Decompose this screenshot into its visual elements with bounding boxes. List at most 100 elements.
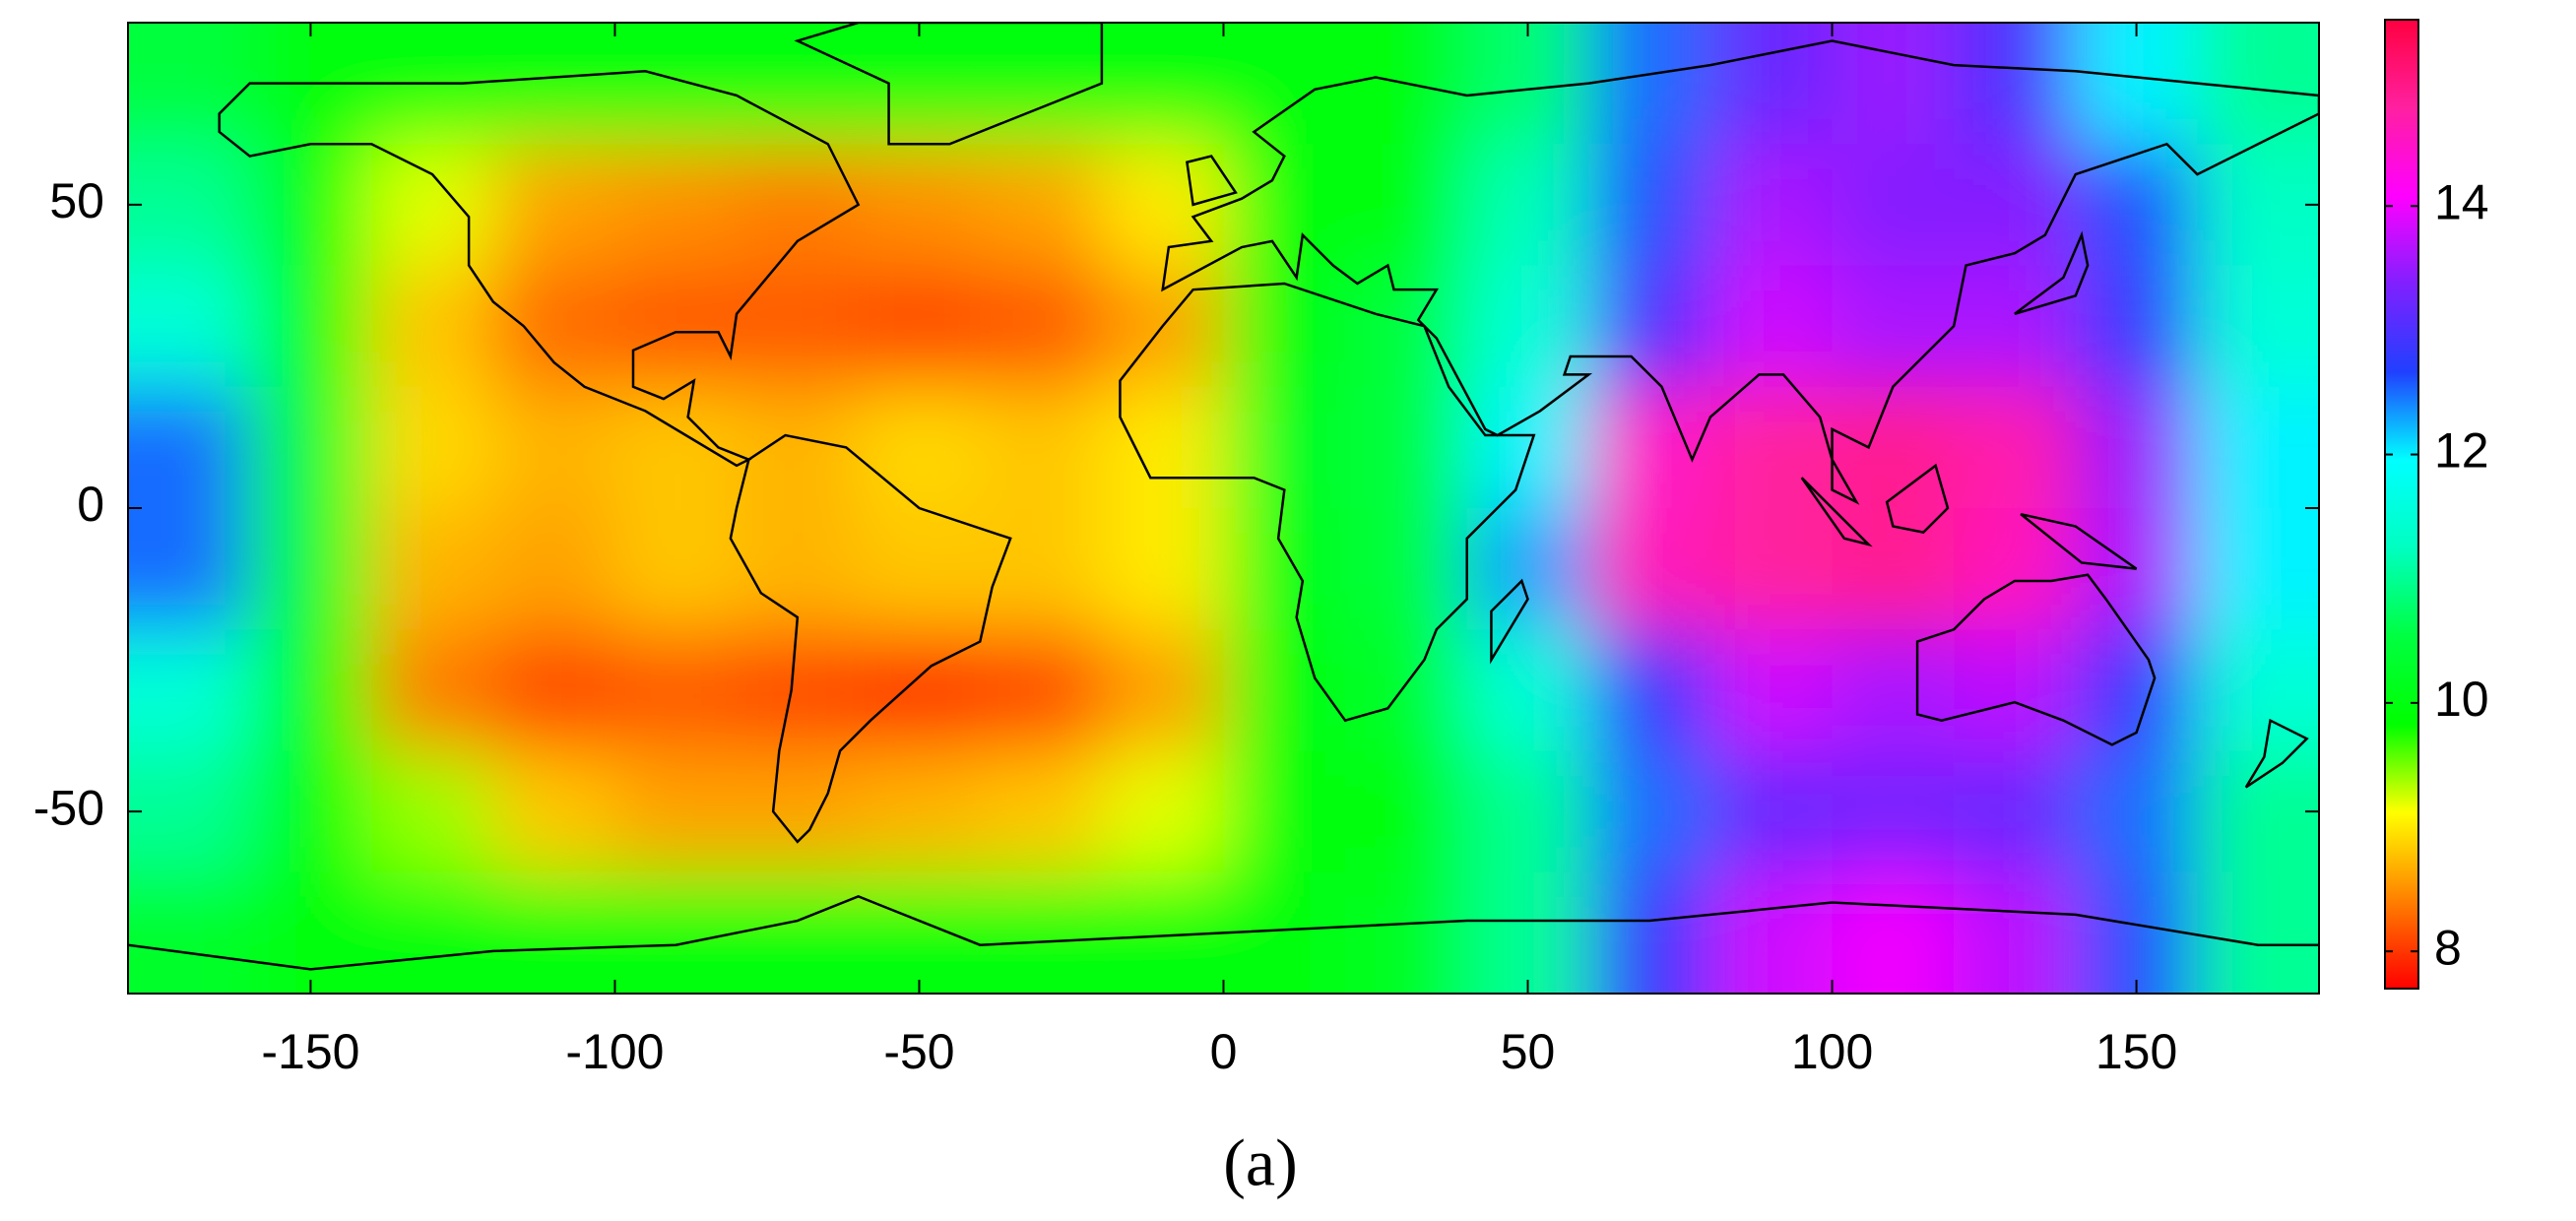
heat-cell [980,750,1103,873]
heat-cell [371,508,494,631]
heat-cell [371,386,494,509]
heat-cell [1101,144,1225,267]
coastline [220,71,859,466]
heat-cell [1466,144,1590,267]
heat-cell [858,871,982,994]
heat-cell [249,265,373,388]
heat-cell [1588,750,1711,873]
heat-cell [128,23,251,146]
heat-cell [249,750,373,873]
heat-cell [1345,629,1468,752]
coastline [1163,40,2319,501]
heat-cell [128,144,251,267]
x-tick-label: 100 [1791,1024,1873,1079]
heat-cell [128,750,251,873]
heat-cell [858,23,982,146]
heat-cell [737,265,860,388]
heat-cell [249,629,373,752]
heat-cell [858,265,982,388]
heat-cell [1832,144,1956,267]
heat-cell [1223,23,1347,146]
heat-cell [492,386,616,509]
heat-cell [1101,629,1225,752]
heat-cell [614,144,739,267]
heat-cell [1588,265,1711,388]
heat-cell [858,750,982,873]
heat-cell [614,265,739,388]
heat-cell [371,750,494,873]
heat-cell [1832,750,1956,873]
coastline [1917,575,2155,745]
heat-cell [1588,144,1711,267]
heat-cell [1223,871,1347,994]
plot-area [128,23,2319,994]
heat-cell [1588,23,1711,146]
heat-cell [1832,265,1956,388]
heat-cell [1954,265,2077,388]
heat-cell [2075,386,2199,509]
heat-cell [1345,871,1468,994]
colorbar-tick-label: 12 [2434,423,2489,479]
heat-cell [492,750,616,873]
heat-cell [249,871,373,994]
caption: (a) [1223,1125,1297,1200]
heat-cell [492,871,616,994]
heat-cell [128,386,251,509]
heat-cell [2197,144,2319,267]
heat-cell [1223,508,1347,631]
heat-cell [1466,23,1590,146]
heat-cell [980,629,1103,752]
heat-cell [1345,265,1468,388]
heat-cell [737,386,860,509]
x-tick-label: -150 [261,1024,359,1079]
heat-cell [371,629,494,752]
heat-cell [737,144,860,267]
heat-cell [1954,386,2077,509]
heat-cell [737,23,860,146]
heat-cell [1954,23,2077,146]
heat-cell [1954,750,2077,873]
colorbar-tick-label: 10 [2434,672,2489,727]
heat-cell [2075,750,2199,873]
heat-cell [2197,386,2319,509]
heat-cell [1954,144,2077,267]
heat-cell [249,386,373,509]
y-tick-label: 0 [77,477,104,532]
heat-cell [1101,386,1225,509]
heat-cell [2197,265,2319,388]
heat-cell [2197,750,2319,873]
heat-cell [737,750,860,873]
heat-cell [614,23,739,146]
heat-cell [2075,265,2199,388]
heat-cell [128,629,251,752]
heat-cell [1345,508,1468,631]
heat-cell [492,629,616,752]
heat-cell [1101,23,1225,146]
y-tick-label: -50 [33,780,104,835]
heat-cell [1101,508,1225,631]
heat-cell [1466,629,1590,752]
heat-cell [249,144,373,267]
heat-cell [2197,629,2319,752]
heat-cell [2197,871,2319,994]
heat-cell [1832,386,1956,509]
coastline [128,896,2319,969]
heat-cell [1223,750,1347,873]
heat-cell [737,629,860,752]
heat-cell [1345,386,1468,509]
heat-cell [858,144,982,267]
colorbar-tick-label: 14 [2434,174,2489,229]
heat-cell [858,386,982,509]
x-tick-label: 0 [1210,1024,1238,1079]
coastline [1187,157,2306,788]
heat-cell [1709,629,1834,752]
heat-cell [1588,508,1711,631]
heat-cell [128,265,251,388]
x-tick-label: 150 [2095,1024,2177,1079]
x-tick-label: 50 [1501,1024,1556,1079]
heat-cell [980,871,1103,994]
heat-cell [1101,750,1225,873]
colorbar-tick-label: 8 [2434,920,2462,975]
